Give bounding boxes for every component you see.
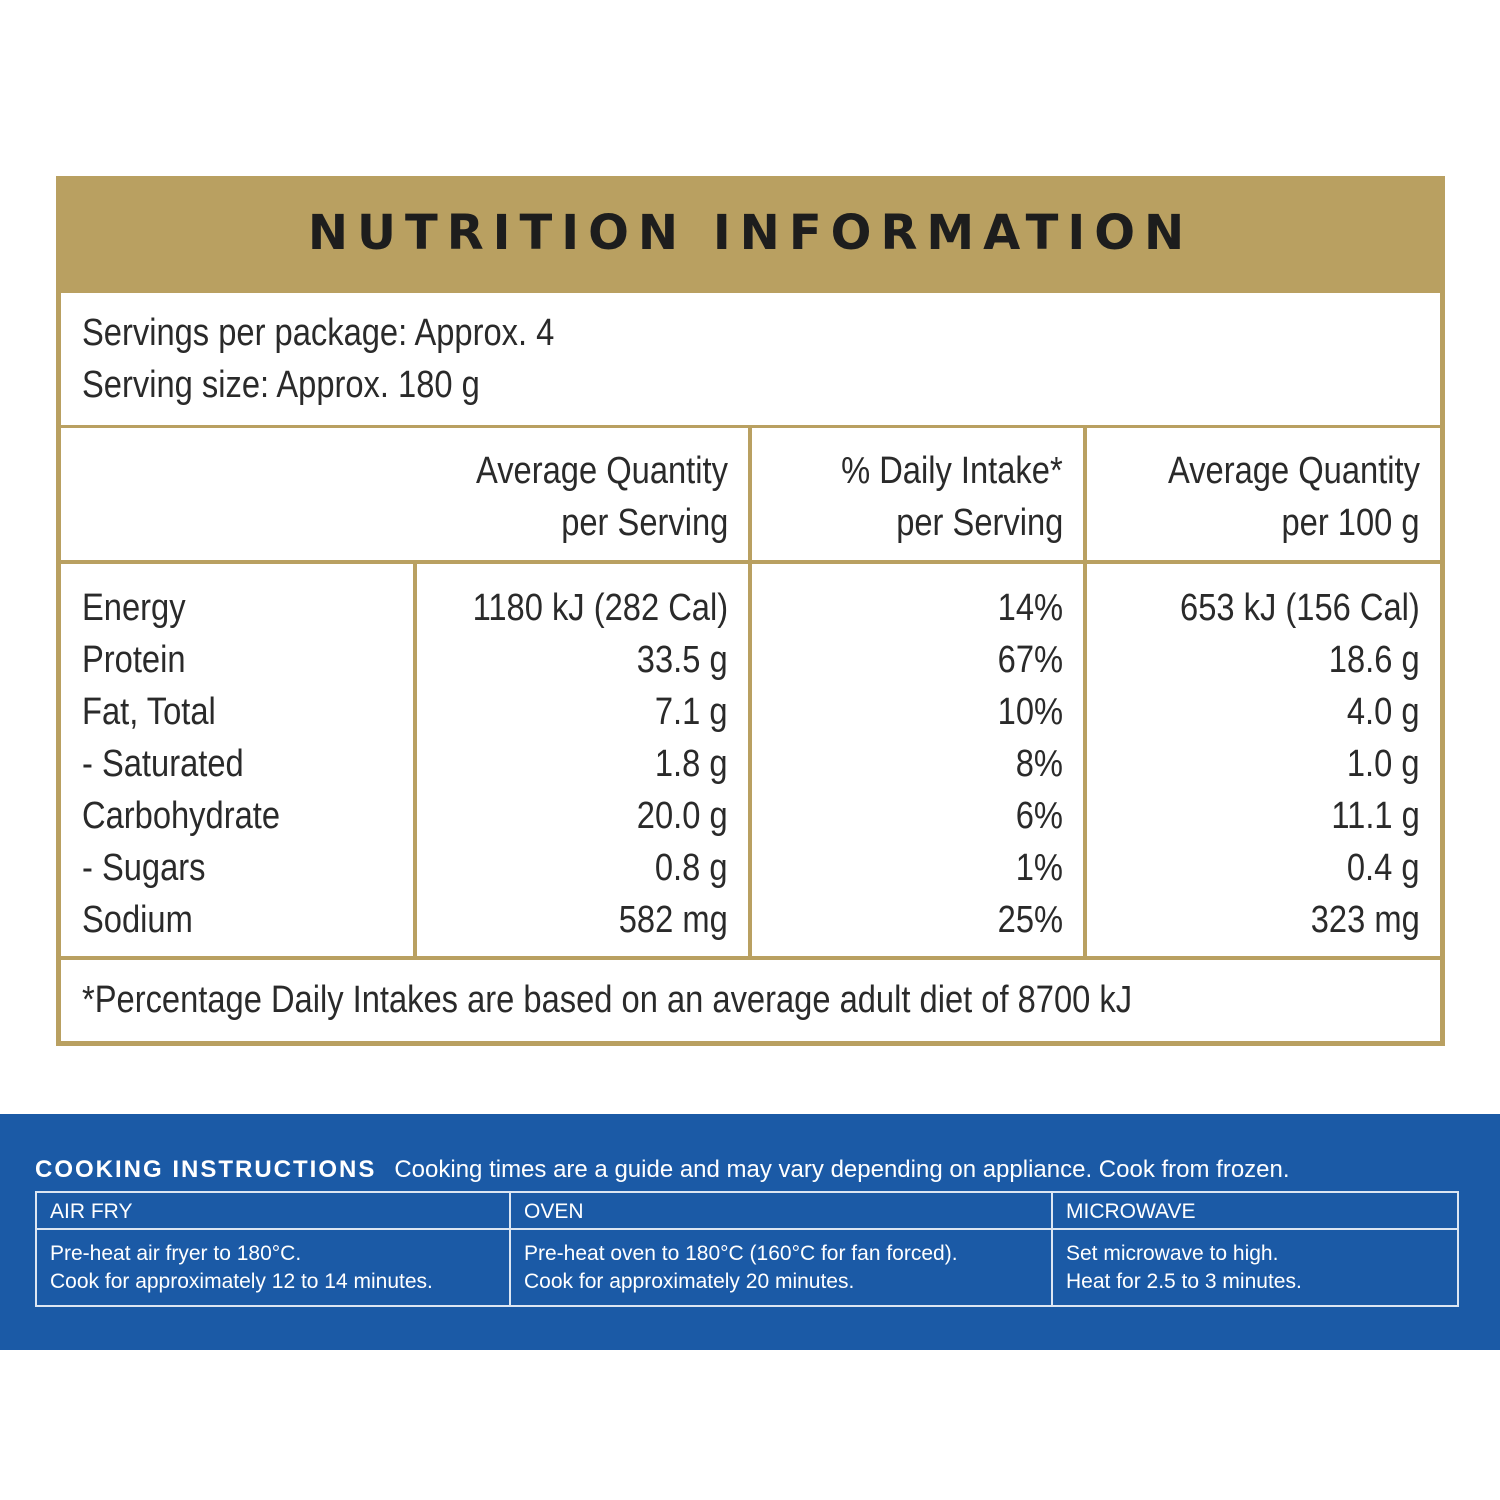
nutrition-title: NUTRITION INFORMATION xyxy=(307,205,1194,261)
nutrient-name: Energy xyxy=(82,587,186,629)
header-daily-intake-line1: % Daily Intake* xyxy=(841,450,1063,492)
nutrient-name: Fat, Total xyxy=(82,691,216,733)
daily-intake-value: 10% xyxy=(997,691,1063,733)
daily-intake-column: 14% 67% 10% 8% 6% 1% 25% xyxy=(752,564,1083,956)
per-serving-value: 0.8 g xyxy=(655,847,728,889)
header-daily-intake: % Daily Intake* per Serving xyxy=(752,428,1083,560)
serving-size: Serving size: Approx. 180 g xyxy=(82,364,480,406)
per-100g-value: 18.6 g xyxy=(1329,639,1420,681)
daily-intake-value: 25% xyxy=(997,899,1063,941)
daily-intake-footnote: *Percentage Daily Intakes are based on a… xyxy=(61,960,1440,1041)
cooking-subheading: Cooking times are a guide and may vary d… xyxy=(394,1156,1290,1183)
method-name-air-fry: AIR FRY xyxy=(37,1193,511,1230)
daily-intake-value: 14% xyxy=(997,587,1063,629)
header-per-100g-line2: per 100 g xyxy=(1281,502,1420,544)
instruction-line: Heat for 2.5 to 3 minutes. xyxy=(1066,1270,1302,1293)
nutrient-name-column: Energy Protein Fat, Total - Saturated Ca… xyxy=(61,564,413,956)
footnote-text: *Percentage Daily Intakes are based on a… xyxy=(82,979,1133,1021)
header-per-serving-line1: Average Quantity xyxy=(476,450,728,492)
per-100g-value: 653 kJ (156 Cal) xyxy=(1180,587,1420,629)
header-per-serving-line2: per Serving xyxy=(560,502,728,544)
cooking-heading: COOKING INSTRUCTIONS xyxy=(35,1156,377,1183)
nutrition-panel: NUTRITION INFORMATION Servings per packa… xyxy=(56,176,1445,1046)
per-serving-value: 20.0 g xyxy=(637,795,728,837)
per-100g-value: 4.0 g xyxy=(1347,691,1420,733)
servings-per-package: Servings per package: Approx. 4 xyxy=(82,312,555,354)
daily-intake-value: 1% xyxy=(1015,847,1063,889)
per-100g-value: 1.0 g xyxy=(1347,743,1420,785)
nutrient-name: Carbohydrate xyxy=(82,795,281,837)
instruction-line: Cook for approximately 20 minutes. xyxy=(524,1270,855,1293)
serving-info: Servings per package: Approx. 4 Serving … xyxy=(61,293,1440,425)
method-instructions-microwave: Set microwave to high. Heat for 2.5 to 3… xyxy=(1053,1230,1457,1305)
column-divider xyxy=(509,1193,511,1305)
instruction-line: Cook for approximately 12 to 14 minutes. xyxy=(50,1270,433,1293)
cooking-methods-table: AIR FRY OVEN MICROWAVE Pre-heat air frye… xyxy=(35,1191,1459,1307)
per-serving-value: 582 mg xyxy=(618,899,728,941)
daily-intake-value: 6% xyxy=(1015,795,1063,837)
per-serving-value: 1180 kJ (282 Cal) xyxy=(472,587,728,629)
per-serving-value: 1.8 g xyxy=(655,743,728,785)
nutrient-name: Protein xyxy=(82,639,186,681)
nutrient-name: Sodium xyxy=(82,899,193,941)
daily-intake-value: 8% xyxy=(1015,743,1063,785)
instruction-line: Set microwave to high. xyxy=(1066,1242,1279,1265)
per-100g-value: 0.4 g xyxy=(1347,847,1420,889)
daily-intake-value: 67% xyxy=(997,639,1063,681)
per-100g-column: 653 kJ (156 Cal) 18.6 g 4.0 g 1.0 g 11.1… xyxy=(1087,564,1440,956)
header-per-100g: Average Quantity per 100 g xyxy=(1087,428,1440,560)
nutrient-name: - Saturated xyxy=(82,743,244,785)
cooking-header: COOKING INSTRUCTIONS Cooking times are a … xyxy=(35,1153,1290,1187)
per-100g-value: 11.1 g xyxy=(1331,795,1420,837)
header-per-100g-line1: Average Quantity xyxy=(1168,450,1420,492)
method-name-microwave: MICROWAVE xyxy=(1053,1193,1457,1230)
method-instructions-oven: Pre-heat oven to 180°C (160°C for fan fo… xyxy=(511,1230,1053,1305)
header-daily-intake-line2: per Serving xyxy=(895,502,1063,544)
method-instructions-air-fry: Pre-heat air fryer to 180°C. Cook for ap… xyxy=(37,1230,511,1305)
per-serving-column: 1180 kJ (282 Cal) 33.5 g 7.1 g 1.8 g 20.… xyxy=(417,564,748,956)
nutrient-name: - Sugars xyxy=(82,847,206,889)
per-serving-value: 7.1 g xyxy=(655,691,728,733)
instruction-line: Pre-heat air fryer to 180°C. xyxy=(50,1242,302,1265)
per-serving-value: 33.5 g xyxy=(637,639,728,681)
instruction-line: Pre-heat oven to 180°C (160°C for fan fo… xyxy=(524,1242,958,1265)
header-per-serving: Average Quantity per Serving xyxy=(61,428,748,560)
cooking-instructions-panel: COOKING INSTRUCTIONS Cooking times are a … xyxy=(0,1114,1500,1350)
per-100g-value: 323 mg xyxy=(1310,899,1420,941)
method-name-oven: OVEN xyxy=(511,1193,1053,1230)
column-divider xyxy=(1051,1193,1053,1305)
